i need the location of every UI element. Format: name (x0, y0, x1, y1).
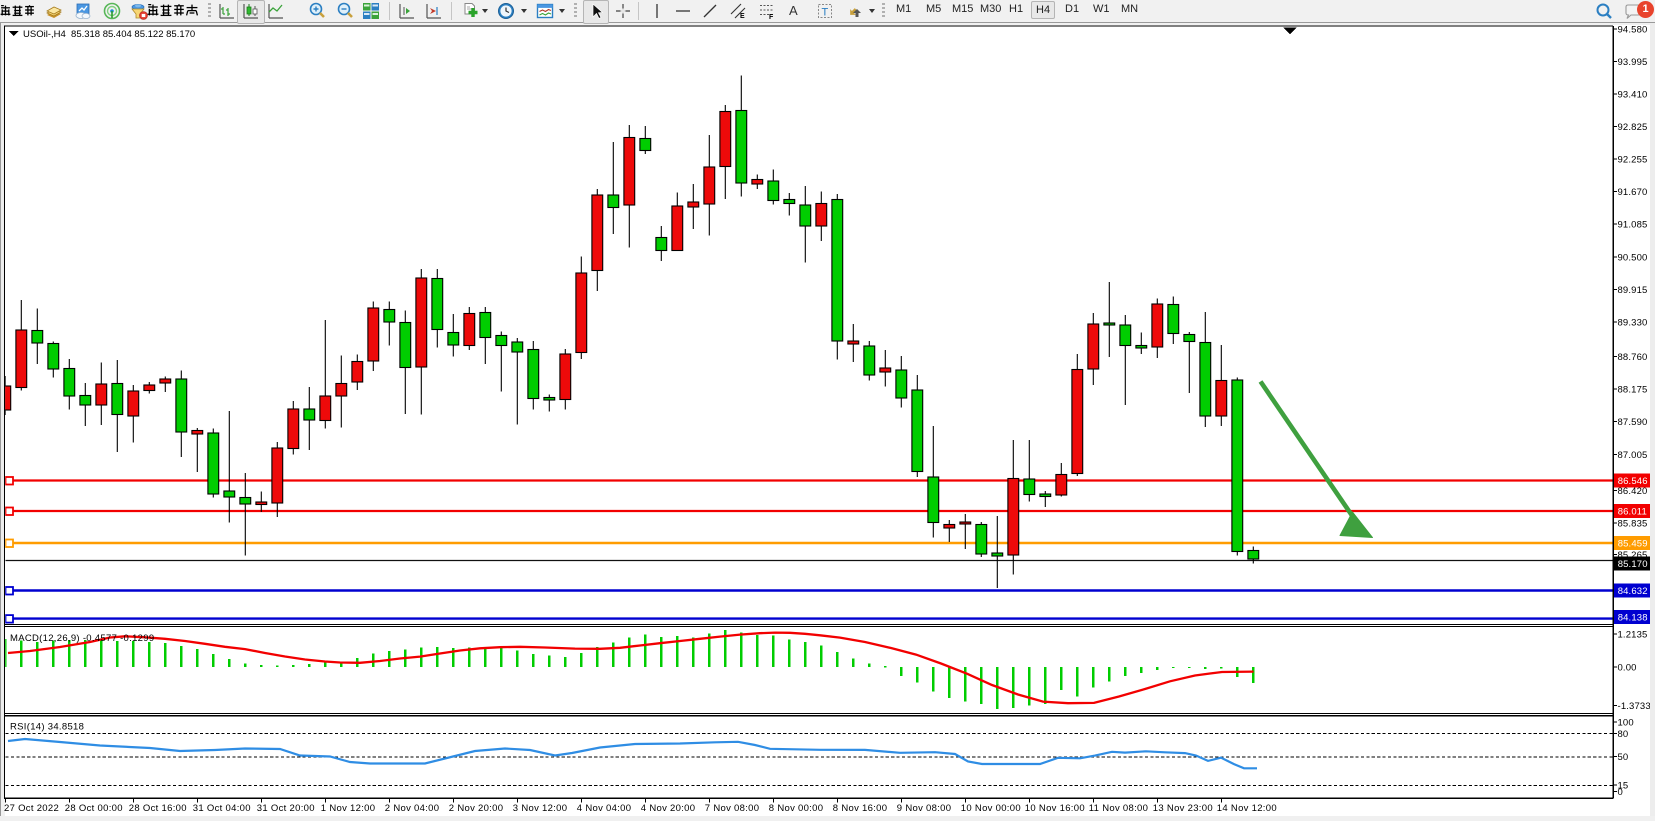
svg-text:94.580: 94.580 (1618, 24, 1648, 35)
svg-text:11 Nov 08:00: 11 Nov 08:00 (1089, 803, 1148, 814)
svg-text:88.760: 88.760 (1618, 352, 1648, 363)
svg-text:0: 0 (1618, 787, 1623, 798)
svg-text:85.835: 85.835 (1618, 518, 1648, 529)
svg-text:91.085: 91.085 (1618, 219, 1648, 230)
svg-text:86.546: 86.546 (1618, 476, 1648, 487)
svg-text:0.00: 0.00 (1618, 662, 1637, 673)
svg-text:9 Nov 08:00: 9 Nov 08:00 (897, 803, 952, 814)
svg-text:E: E (740, 13, 745, 20)
svg-text:T: T (822, 7, 829, 19)
svg-text:15: 15 (1618, 780, 1629, 791)
svg-text:84.138: 84.138 (1618, 613, 1648, 624)
svg-text:1 Nov 12:00: 1 Nov 12:00 (321, 803, 376, 814)
svg-text:-1.3733: -1.3733 (1618, 701, 1651, 712)
svg-text:13 Nov 23:00: 13 Nov 23:00 (1153, 803, 1213, 814)
svg-text:MACD(12,26,9) -0.4577 -0.1299: MACD(12,26,9) -0.4577 -0.1299 (10, 633, 154, 644)
svg-text:RSI(14) 34.8518: RSI(14) 34.8518 (10, 722, 84, 733)
svg-text:100: 100 (1618, 717, 1634, 728)
svg-text:89.915: 89.915 (1618, 285, 1648, 296)
svg-text:2 Nov 20:00: 2 Nov 20:00 (449, 803, 504, 814)
svg-text:1.2135: 1.2135 (1618, 629, 1648, 640)
svg-text:31 Oct 20:00: 31 Oct 20:00 (257, 803, 315, 814)
svg-text:USOil-,H4 85.318 85.404 85.12: USOil-,H4 85.318 85.404 85.122 85.170 (23, 29, 195, 40)
svg-text:10 Nov 16:00: 10 Nov 16:00 (1025, 803, 1085, 814)
svg-text:50: 50 (1618, 752, 1629, 763)
svg-text:92.255: 92.255 (1618, 154, 1648, 165)
svg-text:86.420: 86.420 (1618, 486, 1648, 497)
svg-text:88.175: 88.175 (1618, 384, 1648, 395)
svg-text:93.410: 93.410 (1618, 89, 1648, 100)
svg-text:85.265: 85.265 (1618, 550, 1648, 561)
svg-text:28 Oct 00:00: 28 Oct 00:00 (65, 803, 123, 814)
svg-text:85.170: 85.170 (1618, 559, 1648, 570)
svg-text:14 Nov 12:00: 14 Nov 12:00 (1217, 803, 1277, 814)
svg-text:91.670: 91.670 (1618, 187, 1648, 198)
svg-text:7 Nov 08:00: 7 Nov 08:00 (705, 803, 760, 814)
svg-text:27 Oct 2022: 27 Oct 2022 (4, 803, 59, 814)
svg-text:90.500: 90.500 (1618, 252, 1648, 263)
svg-text:31 Oct 04:00: 31 Oct 04:00 (193, 803, 251, 814)
svg-text:10 Nov 00:00: 10 Nov 00:00 (961, 803, 1021, 814)
svg-text:84.632: 84.632 (1618, 586, 1648, 597)
svg-text:89.330: 89.330 (1618, 317, 1648, 328)
svg-text:4 Nov 04:00: 4 Nov 04:00 (577, 803, 632, 814)
svg-text:80: 80 (1618, 729, 1629, 740)
svg-text:87.590: 87.590 (1618, 417, 1648, 428)
svg-text:92.825: 92.825 (1618, 122, 1648, 133)
svg-text:87.005: 87.005 (1618, 450, 1648, 461)
svg-text:2 Nov 04:00: 2 Nov 04:00 (385, 803, 440, 814)
svg-text:8 Nov 16:00: 8 Nov 16:00 (833, 803, 888, 814)
svg-text:85.459: 85.459 (1618, 539, 1648, 550)
svg-text:4 Nov 20:00: 4 Nov 20:00 (641, 803, 696, 814)
svg-text:93.995: 93.995 (1618, 57, 1648, 68)
svg-text:3 Nov 12:00: 3 Nov 12:00 (513, 803, 568, 814)
svg-text:F: F (769, 14, 774, 20)
svg-text:86.011: 86.011 (1618, 507, 1647, 518)
svg-text:28 Oct 16:00: 28 Oct 16:00 (129, 803, 187, 814)
svg-text:8 Nov 00:00: 8 Nov 00:00 (769, 803, 824, 814)
